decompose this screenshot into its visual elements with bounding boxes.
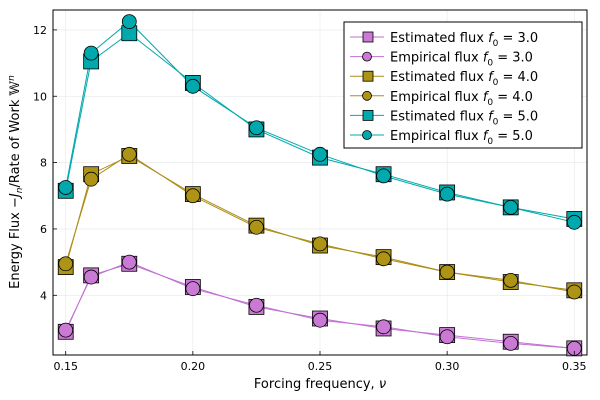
data-point-circle bbox=[121, 14, 137, 30]
data-point-circle bbox=[503, 272, 519, 288]
series-line-6 bbox=[65, 20, 575, 223]
legend-label: Estimated flux f0 = 5.0 bbox=[390, 109, 538, 127]
legend-label: Estimated flux f0 = 4.0 bbox=[390, 70, 538, 88]
x-tick-label: 0.35 bbox=[562, 360, 587, 373]
data-point-circle bbox=[312, 236, 328, 252]
data-point-circle bbox=[376, 319, 391, 335]
series-line-4 bbox=[65, 153, 575, 293]
x-tick-label: 0.15 bbox=[53, 360, 78, 373]
y-tick-label: 12 bbox=[33, 24, 47, 37]
data-point-circle bbox=[312, 312, 328, 328]
data-point-circle bbox=[121, 146, 137, 162]
y-tick-label: 8 bbox=[40, 157, 47, 170]
legend-label: Empirical flux f0 = 3.0 bbox=[390, 51, 533, 69]
legend-marker-circle bbox=[362, 130, 372, 140]
data-point-circle bbox=[566, 214, 582, 230]
y-axis-title: Energy Flux −Jn/Rate of Work 𝕎n bbox=[7, 75, 25, 289]
x-tick-label: 0.20 bbox=[181, 360, 206, 373]
data-point-circle bbox=[503, 335, 519, 351]
y-tick-label: 4 bbox=[40, 289, 47, 302]
legend: Estimated flux f0 = 3.0 Empirical flux f0… bbox=[343, 21, 583, 149]
data-point-circle bbox=[439, 264, 455, 280]
legend-box bbox=[343, 21, 583, 149]
data-point-circle bbox=[566, 340, 582, 356]
data-point-circle bbox=[121, 254, 137, 270]
x-tick-label: 0.30 bbox=[435, 360, 460, 373]
x-axis-title: Forcing frequency, ν bbox=[254, 377, 386, 392]
legend-label: Empirical flux f0 = 5.0 bbox=[390, 129, 533, 147]
data-point-circle bbox=[249, 120, 264, 136]
data-point-circle bbox=[83, 171, 99, 187]
legend-marker-circle bbox=[362, 51, 372, 62]
data-point-circle bbox=[376, 251, 391, 267]
data-point-circle bbox=[439, 329, 455, 345]
legend-marker-square bbox=[362, 110, 374, 121]
data-point-circle bbox=[58, 256, 74, 272]
data-point-circle bbox=[439, 186, 455, 202]
series-layer bbox=[57, 14, 583, 357]
y-tick-label: 10 bbox=[33, 90, 47, 103]
data-point-circle bbox=[249, 297, 264, 313]
legend-marker-square bbox=[362, 70, 374, 82]
data-point-circle bbox=[249, 219, 264, 235]
series-line-2 bbox=[65, 261, 575, 349]
y-tick-label: 6 bbox=[40, 223, 47, 236]
legend-marker-circle bbox=[362, 90, 372, 101]
data-point-circle bbox=[185, 78, 201, 94]
data-point-circle bbox=[83, 269, 99, 285]
data-point-circle bbox=[376, 168, 391, 184]
data-point-circle bbox=[503, 199, 519, 215]
data-point-circle bbox=[58, 322, 74, 338]
data-point-circle bbox=[185, 281, 201, 297]
legend-label: Estimated flux f0 = 3.0 bbox=[390, 31, 538, 49]
data-point-circle bbox=[185, 188, 201, 204]
data-point-circle bbox=[58, 180, 74, 195]
data-point-circle bbox=[566, 284, 582, 300]
axis-layer: 0.15 0.20 0.25 0.30 0.35 4 6 8 10 12 bbox=[33, 24, 587, 373]
series-line-5 bbox=[65, 32, 575, 220]
legend-marker-square bbox=[362, 31, 374, 43]
legend-label: Empirical flux f0 = 4.0 bbox=[390, 90, 533, 108]
data-point-circle bbox=[83, 45, 99, 61]
x-tick-label: 0.25 bbox=[308, 360, 333, 373]
data-point-circle bbox=[312, 146, 328, 162]
